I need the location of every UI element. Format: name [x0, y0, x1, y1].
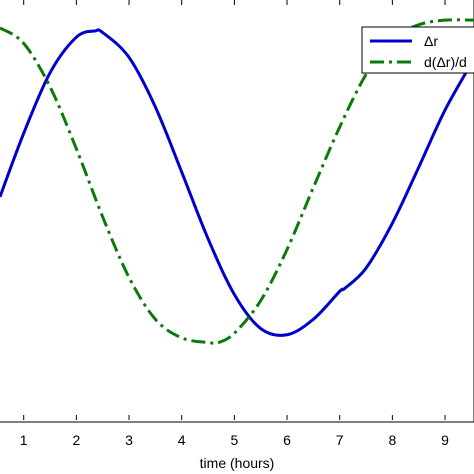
x-tick-label: 2 — [72, 432, 80, 448]
x-tick-label: 8 — [388, 432, 396, 448]
x-tick-label: 9 — [441, 432, 449, 448]
x-tick-label: 6 — [283, 432, 291, 448]
legend: Δr d(Δr)/d — [361, 26, 474, 74]
x-tick-label: 3 — [125, 432, 133, 448]
series-line-delta-r — [0, 28, 474, 337]
x-tick-label: 7 — [336, 432, 344, 448]
x-axis-label: time (hours) — [200, 455, 275, 471]
x-tick-label: 4 — [178, 432, 186, 448]
legend-box — [361, 26, 474, 74]
legend-label-delta-r: Δr — [424, 33, 438, 49]
legend-label-derivative: d(Δr)/d — [424, 54, 467, 70]
series-line-derivative — [0, 18, 474, 345]
x-tick-label: 1 — [20, 432, 28, 448]
series-lines — [0, 18, 474, 345]
x-axis-ticks: 1 2 3 4 5 6 7 8 9 — [20, 0, 449, 448]
x-tick-label: 5 — [230, 432, 238, 448]
